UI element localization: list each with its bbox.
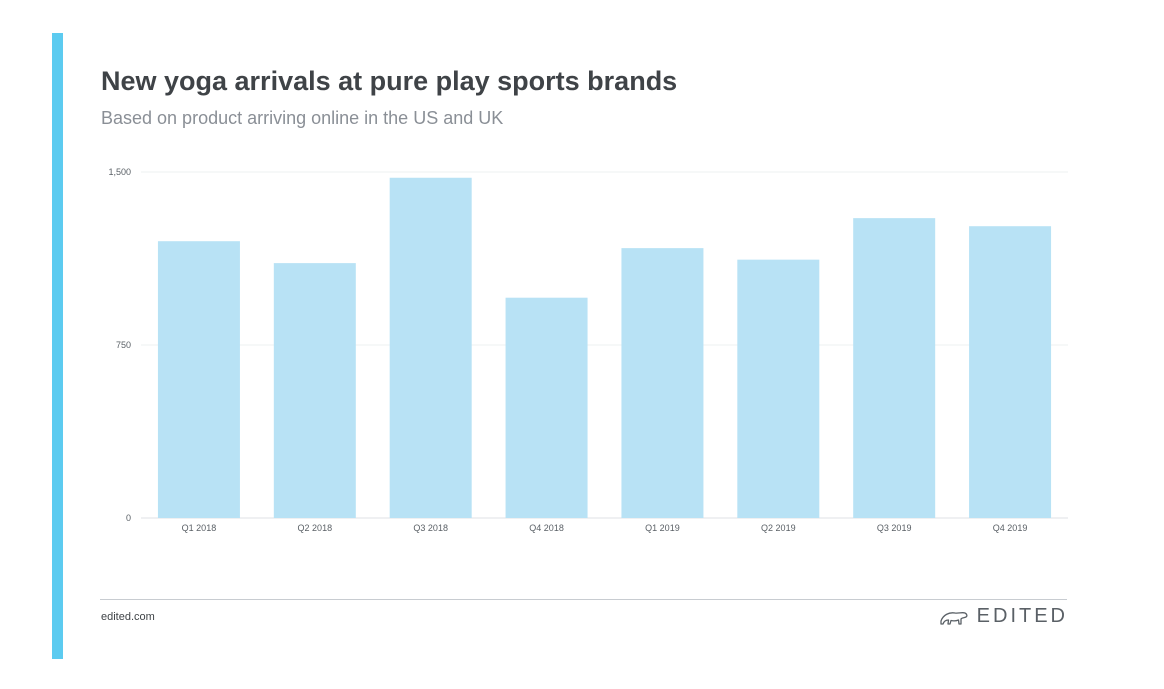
brand-name: EDITED bbox=[976, 605, 1068, 627]
x-tick-label: Q3 2018 bbox=[413, 523, 448, 533]
y-tick-label: 750 bbox=[116, 340, 131, 350]
accent-bar bbox=[52, 33, 63, 659]
bars bbox=[157, 177, 1052, 518]
footer-site-link[interactable]: edited.com bbox=[101, 611, 155, 623]
x-tick-label: Q1 2019 bbox=[645, 523, 680, 533]
x-tick-label: Q4 2018 bbox=[529, 523, 564, 533]
x-tick-label: Q2 2019 bbox=[761, 523, 796, 533]
footer-divider bbox=[100, 599, 1067, 600]
x-tick-label: Q3 2019 bbox=[877, 523, 912, 533]
x-tick-label: Q1 2018 bbox=[182, 523, 217, 533]
bar-q1-2018 bbox=[157, 241, 240, 518]
labels: 0 750 1,500 Q1 2018 Q2 2018 Q3 2018 Q4 2018 Q1 … bbox=[108, 167, 1027, 533]
y-tick-label: 1,500 bbox=[108, 167, 131, 177]
bar-q2-2018 bbox=[273, 263, 356, 518]
chart-subtitle: Based on product arriving online in the … bbox=[101, 108, 504, 128]
chart-title: New yoga arrivals at pure play sports br… bbox=[101, 66, 678, 96]
x-tick-label: Q4 2019 bbox=[993, 523, 1028, 533]
bar-q3-2018 bbox=[389, 177, 472, 518]
bar-q4-2019 bbox=[969, 226, 1052, 518]
brand: EDITED bbox=[939, 605, 1068, 628]
polar-bear-logo-icon bbox=[939, 607, 969, 627]
y-tick-label: 0 bbox=[126, 513, 131, 523]
bar-q3-2019 bbox=[853, 218, 936, 518]
x-tick-label: Q2 2018 bbox=[298, 523, 333, 533]
bar-q1-2019 bbox=[621, 248, 704, 518]
bar-q2-2019 bbox=[737, 259, 820, 518]
bar-q4-2018 bbox=[505, 297, 588, 518]
